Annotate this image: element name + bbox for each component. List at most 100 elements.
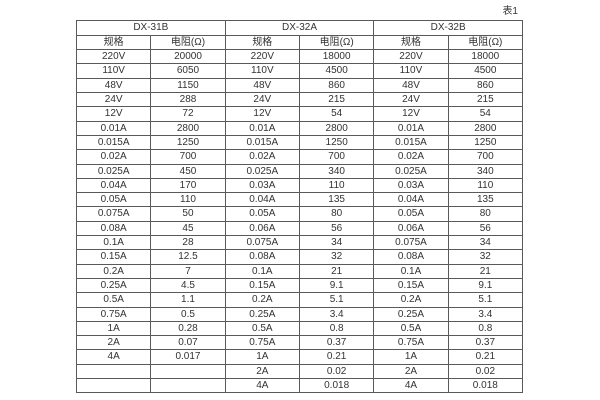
- spec-cell: 110V: [75, 63, 152, 79]
- table-row: 0.08A 45 0.06A 56 0.06A 56: [75, 220, 524, 237]
- resistance-cell: 110: [150, 192, 226, 208]
- spec-cell: 0.025A: [224, 163, 300, 179]
- spec-cell: 24V: [75, 92, 152, 108]
- col-header-spec-dx32b: 规格: [373, 34, 449, 51]
- spec-cell: 48V: [75, 77, 152, 94]
- spec-cell: [75, 378, 152, 394]
- table-row: 0.015A 1250 0.015A 1250 0.015A 1250: [75, 134, 524, 151]
- spec-cell: 220V: [373, 49, 449, 65]
- resistance-cell: 450: [150, 163, 226, 179]
- resistance-cell: 4500: [298, 63, 375, 79]
- resistance-cell: 32: [298, 249, 375, 265]
- resistance-cell: 0.07: [150, 335, 226, 351]
- resistance-cell: 0.017: [150, 349, 226, 365]
- spec-cell: 4A: [224, 378, 300, 394]
- resistance-cell: 700: [447, 149, 524, 165]
- spec-cell: 220V: [224, 49, 300, 65]
- spec-cell: 110V: [224, 63, 300, 79]
- spec-cell: 0.075A: [373, 235, 449, 251]
- table-row: 0.04A 170 0.03A 110 0.03A 110: [75, 177, 524, 194]
- spec-cell: 0.05A: [373, 206, 449, 222]
- spec-cell: 0.5A: [224, 320, 300, 337]
- resistance-cell: 18000: [447, 49, 524, 65]
- resistance-cell: 0.21: [447, 349, 524, 365]
- resistance-cell: 6050: [150, 63, 226, 79]
- spec-cell: 0.1A: [373, 263, 449, 279]
- spec-cell: 12V: [224, 106, 300, 122]
- spec-cell: 0.08A: [75, 220, 152, 237]
- col-header-spec-dx31b: 规格: [75, 34, 152, 51]
- spec-cell: 0.04A: [373, 192, 449, 208]
- resistance-cell: 215: [298, 92, 375, 108]
- spec-cell: 0.06A: [224, 220, 300, 237]
- resistance-cell: 2800: [150, 120, 226, 136]
- table-row: 0.2A 7 0.1A 21 0.1A 21: [75, 263, 524, 279]
- spec-cell: 110V: [373, 63, 449, 79]
- spec-cell: 0.025A: [75, 163, 152, 179]
- table-row: 0.15A 12.5 0.08A 32 0.08A 32: [75, 249, 524, 265]
- col-header-resistance-dx32a: 电阻(Ω): [298, 34, 375, 51]
- resistance-cell: 0.8: [447, 320, 524, 337]
- spec-cell: 0.75A: [75, 306, 152, 322]
- table-row: 2A 0.07 0.75A 0.37 0.75A 0.37: [75, 335, 524, 351]
- spec-cell: 24V: [224, 92, 300, 108]
- spec-cell: 0.02A: [224, 149, 300, 165]
- table-row: 1A 0.28 0.5A 0.8 0.5A 0.8: [75, 320, 524, 337]
- table-row: 220V 20000 220V 18000 220V 18000: [75, 49, 524, 65]
- resistance-cell: 7: [150, 263, 226, 279]
- spec-cell: 0.02A: [373, 149, 449, 165]
- resistance-cell: 34: [298, 235, 375, 251]
- spec-cell: 0.04A: [75, 177, 152, 194]
- resistance-cell: 3.4: [447, 306, 524, 322]
- resistance-cell: 170: [150, 177, 226, 194]
- resistance-cell: 288: [150, 92, 226, 108]
- resistance-cell: 700: [150, 149, 226, 165]
- spec-cell: 48V: [224, 77, 300, 94]
- resistance-cell: 4500: [447, 63, 524, 79]
- resistance-cell: 340: [298, 163, 375, 179]
- spec-cell: 0.15A: [373, 277, 449, 294]
- resistance-cell: 110: [447, 177, 524, 194]
- resistance-cell: 0.02: [298, 363, 375, 380]
- table-body: 220V 20000 220V 18000 220V 18000 110V 6050 110V 4…: [75, 49, 524, 394]
- table-row: 0.5A 1.1 0.2A 5.1 0.2A 5.1: [75, 292, 524, 308]
- resistance-cell: 12.5: [150, 249, 226, 265]
- spec-cell: 2A: [224, 363, 300, 380]
- resistance-cell: 340: [447, 163, 524, 179]
- resistance-cell: [150, 378, 226, 394]
- resistance-cell: 0.37: [298, 335, 375, 351]
- spec-cell: 0.025A: [373, 163, 449, 179]
- resistance-cell: 50: [150, 206, 226, 222]
- resistance-cell: 135: [298, 192, 375, 208]
- resistance-cell: 32: [447, 249, 524, 265]
- col-header-resistance-dx32b: 电阻(Ω): [447, 34, 524, 51]
- table-row: 0.025A 450 0.025A 340 0.025A 340: [75, 163, 524, 179]
- resistance-cell: 54: [298, 106, 375, 122]
- spec-cell: 0.015A: [224, 134, 300, 151]
- spec-cell: 1A: [373, 349, 449, 365]
- table-row: 110V 6050 110V 4500 110V 4500: [75, 63, 524, 79]
- resistance-cell: 0.8: [298, 320, 375, 337]
- resistance-cell: 56: [447, 220, 524, 237]
- spec-cell: 0.05A: [75, 192, 152, 208]
- resistance-cell: 1250: [298, 134, 375, 151]
- group-header-dx31b: DX-31B: [76, 20, 226, 36]
- resistance-cell: 1.1: [150, 292, 226, 308]
- resistance-cell: 9.1: [447, 277, 524, 294]
- spec-cell: 0.02A: [75, 149, 152, 165]
- table-row: 24V 288 24V 215 24V 215: [75, 92, 524, 108]
- spec-cell: 0.015A: [75, 134, 152, 151]
- resistance-cell: 3.4: [298, 306, 375, 322]
- group-header-dx32b: DX-32B: [373, 20, 523, 36]
- resistance-cell: 1250: [447, 134, 524, 151]
- spec-cell: 24V: [373, 92, 449, 108]
- spec-cell: 1A: [75, 320, 152, 337]
- resistance-cell: 0.018: [447, 378, 524, 394]
- table-row: 12V 72 12V 54 12V 54: [75, 106, 524, 122]
- spec-cell: 48V: [373, 77, 449, 94]
- resistance-cell: 215: [447, 92, 524, 108]
- spec-cell: 0.01A: [373, 120, 449, 136]
- spec-cell: [75, 363, 152, 380]
- group-header-row: DX-31B DX-32A DX-32B: [76, 20, 523, 36]
